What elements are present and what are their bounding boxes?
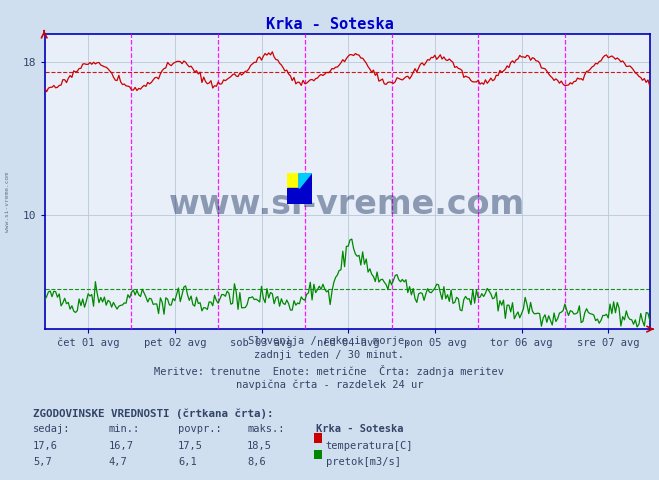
Text: ZGODOVINSKE VREDNOSTI (črtkana črta):: ZGODOVINSKE VREDNOSTI (črtkana črta):	[33, 409, 273, 420]
Text: 5,7: 5,7	[33, 457, 51, 467]
Text: zadnji teden / 30 minut.: zadnji teden / 30 minut.	[254, 350, 405, 360]
Text: 17,5: 17,5	[178, 441, 203, 451]
Polygon shape	[299, 173, 312, 204]
Text: min.:: min.:	[109, 424, 140, 434]
Polygon shape	[299, 173, 312, 189]
Text: 6,1: 6,1	[178, 457, 196, 467]
Text: 18,5: 18,5	[247, 441, 272, 451]
Text: Krka - Soteska: Krka - Soteska	[316, 424, 404, 434]
Text: www.si-vreme.com: www.si-vreme.com	[5, 172, 11, 232]
Text: Krka - Soteska: Krka - Soteska	[266, 17, 393, 32]
Text: sedaj:: sedaj:	[33, 424, 71, 434]
Text: temperatura[C]: temperatura[C]	[326, 441, 413, 451]
Text: 8,6: 8,6	[247, 457, 266, 467]
Text: navpična črta - razdelek 24 ur: navpična črta - razdelek 24 ur	[236, 379, 423, 390]
Bar	[287, 189, 312, 204]
Polygon shape	[299, 173, 312, 204]
Text: pretok[m3/s]: pretok[m3/s]	[326, 457, 401, 467]
Text: 16,7: 16,7	[109, 441, 134, 451]
Text: povpr.:: povpr.:	[178, 424, 221, 434]
Text: maks.:: maks.:	[247, 424, 285, 434]
Bar	[287, 173, 299, 189]
Text: Slovenija / reke in morje.: Slovenija / reke in morje.	[248, 336, 411, 346]
Text: 4,7: 4,7	[109, 457, 127, 467]
Text: 17,6: 17,6	[33, 441, 58, 451]
Text: www.si-vreme.com: www.si-vreme.com	[169, 188, 525, 221]
Text: Meritve: trenutne  Enote: metrične  Črta: zadnja meritev: Meritve: trenutne Enote: metrične Črta: …	[154, 365, 505, 377]
